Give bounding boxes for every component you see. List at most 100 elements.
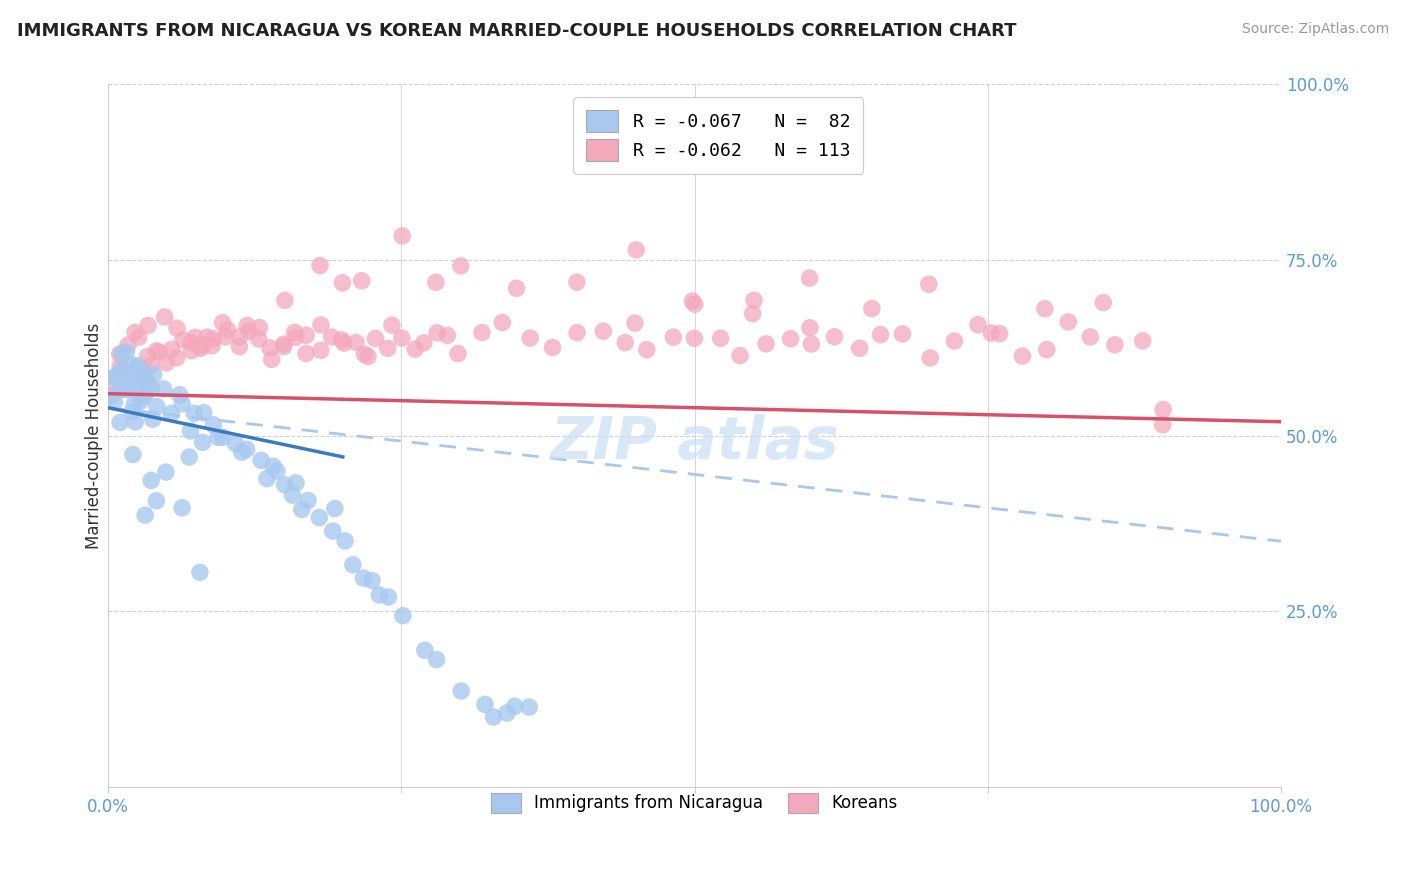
Y-axis label: Married-couple Households: Married-couple Households: [86, 323, 103, 549]
Point: [755, 337, 778, 351]
Point: [124, 326, 146, 340]
Point: [127, 377, 149, 392]
Point: [235, 442, 257, 457]
Point: [980, 326, 1002, 340]
Point: [236, 318, 259, 333]
Point: [100, 389, 122, 403]
Point: [450, 259, 472, 273]
Point: [742, 293, 765, 308]
Point: [426, 326, 449, 340]
Point: [104, 370, 127, 384]
Point: [273, 478, 295, 492]
Point: [124, 415, 146, 429]
Point: [211, 316, 233, 330]
Point: [519, 331, 541, 345]
Point: [614, 335, 637, 350]
Point: [108, 347, 131, 361]
Point: [1011, 349, 1033, 363]
Point: [284, 330, 307, 344]
Point: [260, 352, 283, 367]
Point: [211, 430, 233, 444]
Point: [166, 321, 188, 335]
Point: [112, 364, 135, 378]
Point: [114, 368, 136, 382]
Point: [110, 346, 132, 360]
Point: [436, 328, 458, 343]
Point: [249, 320, 271, 334]
Point: [1152, 417, 1174, 432]
Point: [592, 324, 614, 338]
Point: [624, 316, 647, 330]
Point: [323, 501, 346, 516]
Point: [333, 533, 356, 548]
Point: [129, 394, 152, 409]
Point: [188, 566, 211, 580]
Point: [201, 339, 224, 353]
Point: [145, 493, 167, 508]
Point: [136, 318, 159, 333]
Point: [391, 228, 413, 243]
Point: [425, 275, 447, 289]
Point: [117, 376, 139, 391]
Point: [122, 448, 145, 462]
Point: [134, 389, 156, 403]
Point: [541, 341, 564, 355]
Point: [191, 435, 214, 450]
Point: [1152, 402, 1174, 417]
Point: [179, 424, 201, 438]
Point: [662, 330, 685, 344]
Point: [920, 351, 942, 365]
Point: [332, 276, 354, 290]
Point: [683, 297, 706, 311]
Point: [250, 453, 273, 467]
Point: [381, 318, 404, 333]
Point: [392, 608, 415, 623]
Point: [115, 345, 138, 359]
Point: [482, 710, 505, 724]
Point: [683, 331, 706, 345]
Point: [128, 330, 150, 344]
Point: [295, 328, 318, 343]
Point: [496, 706, 519, 720]
Point: [155, 356, 177, 370]
Point: [131, 374, 153, 388]
Point: [626, 243, 648, 257]
Point: [170, 500, 193, 515]
Point: [273, 337, 295, 351]
Point: [377, 342, 399, 356]
Point: [183, 406, 205, 420]
Point: [148, 345, 170, 359]
Point: [309, 343, 332, 358]
Point: [136, 350, 159, 364]
Point: [799, 271, 821, 285]
Point: [377, 590, 399, 604]
Point: [321, 330, 343, 344]
Point: [368, 588, 391, 602]
Point: [918, 277, 941, 292]
Point: [800, 337, 823, 351]
Point: [491, 316, 513, 330]
Point: [121, 358, 143, 372]
Point: [505, 281, 527, 295]
Point: [108, 359, 131, 374]
Point: [364, 332, 387, 346]
Text: Source: ZipAtlas.com: Source: ZipAtlas.com: [1241, 22, 1389, 37]
Point: [256, 472, 278, 486]
Point: [284, 475, 307, 490]
Point: [124, 397, 146, 411]
Point: [1078, 330, 1101, 344]
Point: [471, 326, 494, 340]
Point: [202, 417, 225, 432]
Point: [231, 445, 253, 459]
Point: [172, 397, 194, 411]
Point: [132, 368, 155, 383]
Text: ZIP atlas: ZIP atlas: [550, 414, 839, 471]
Point: [238, 324, 260, 338]
Point: [110, 382, 132, 396]
Point: [101, 377, 124, 392]
Point: [190, 341, 212, 355]
Point: [259, 341, 281, 355]
Point: [274, 293, 297, 308]
Point: [799, 320, 821, 334]
Point: [135, 384, 157, 399]
